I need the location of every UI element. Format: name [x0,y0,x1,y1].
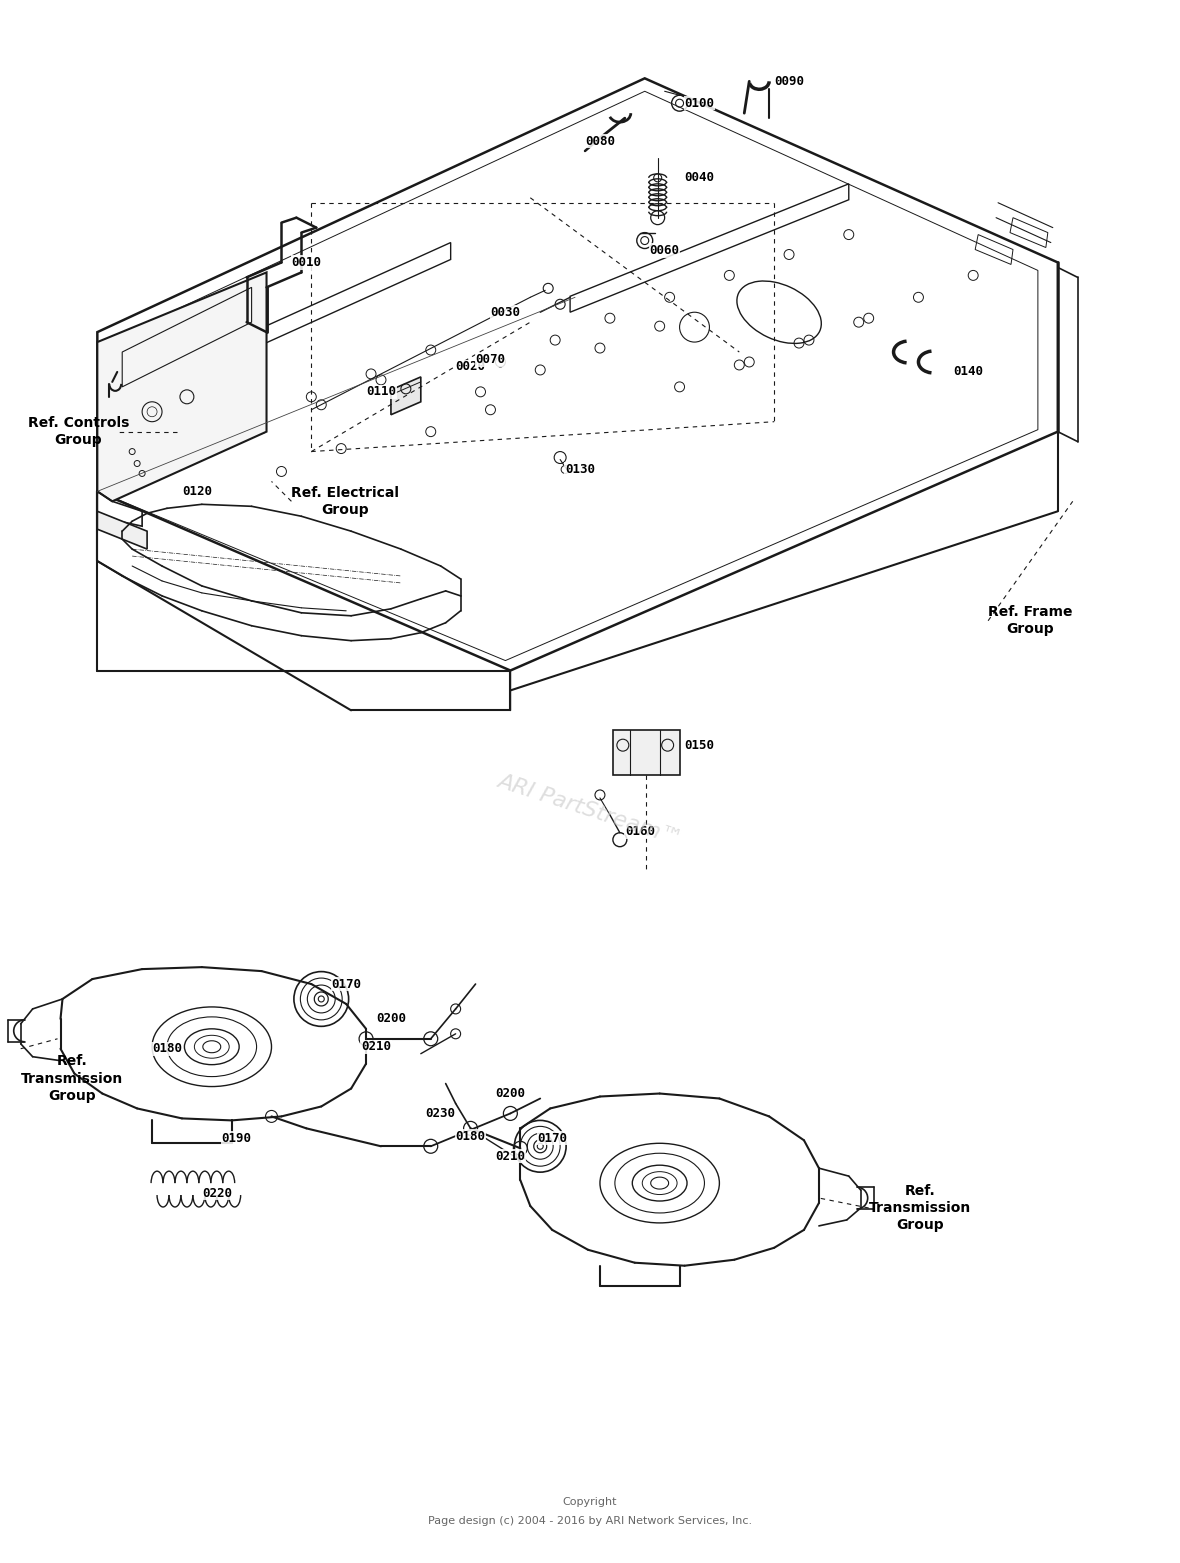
Text: 0180: 0180 [455,1130,485,1143]
Text: 0110: 0110 [366,386,396,399]
Text: 0210: 0210 [361,1041,391,1053]
Text: 0200: 0200 [376,1013,406,1025]
Text: 0140: 0140 [953,366,983,378]
Text: 0100: 0100 [684,97,714,109]
Text: 0040: 0040 [684,172,714,184]
Text: Copyright: Copyright [563,1497,617,1507]
Text: 0120: 0120 [182,485,212,499]
Text: 0010: 0010 [291,256,321,269]
Text: Ref.
Transmission
Group: Ref. Transmission Group [868,1183,971,1232]
Text: 0200: 0200 [496,1086,525,1100]
Polygon shape [612,730,680,775]
Text: 0160: 0160 [624,825,655,838]
Text: 0130: 0130 [565,463,595,477]
Text: 0080: 0080 [585,134,615,147]
Text: 0230: 0230 [426,1107,455,1121]
Text: 0170: 0170 [537,1132,568,1144]
Text: 0190: 0190 [222,1132,251,1144]
Text: Ref. Frame
Group: Ref. Frame Group [988,605,1073,636]
Text: 0220: 0220 [202,1186,231,1199]
Text: Ref.
Transmission
Group: Ref. Transmission Group [21,1055,123,1103]
Text: 0090: 0090 [774,75,804,88]
Text: 0020: 0020 [455,361,485,374]
Polygon shape [97,511,148,549]
Text: Ref. Controls
Group: Ref. Controls Group [27,416,129,447]
Polygon shape [97,272,267,502]
Text: Ref. Electrical
Group: Ref. Electrical Group [291,486,399,517]
Text: 0150: 0150 [684,739,714,752]
Text: 0180: 0180 [152,1043,182,1055]
Text: Page design (c) 2004 - 2016 by ARI Network Services, Inc.: Page design (c) 2004 - 2016 by ARI Netwo… [428,1516,752,1527]
Text: 0030: 0030 [491,306,520,319]
Polygon shape [391,377,421,414]
Text: 0170: 0170 [332,977,361,991]
Text: 0210: 0210 [496,1150,525,1163]
Text: 0060: 0060 [650,244,680,256]
Text: ARI PartStream™: ARI PartStream™ [496,771,684,849]
Text: 0070: 0070 [476,353,505,366]
